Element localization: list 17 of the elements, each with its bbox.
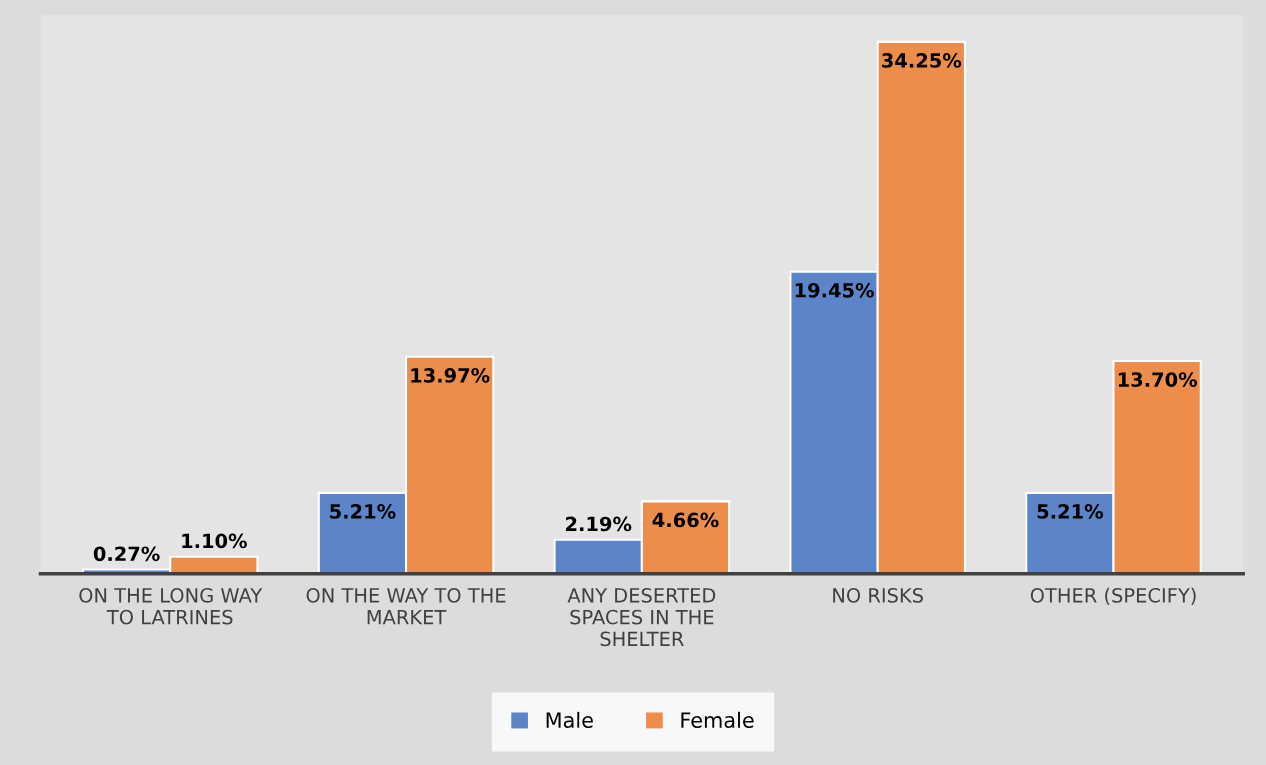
data-label: 0.27% xyxy=(93,546,160,562)
legend-label: Female xyxy=(681,711,754,728)
data-label: 5.21% xyxy=(1037,504,1103,519)
data-label: 4.66% xyxy=(652,512,719,528)
data-label: 2.19% xyxy=(566,516,632,532)
x-tick-label: ON THE LONG WAY TO LATRINES xyxy=(79,587,263,625)
data-label: 5.21% xyxy=(330,504,396,519)
data-label: 34.25% xyxy=(882,53,962,68)
x-tick-label: NO RISKS xyxy=(833,587,923,603)
data-label: 13.70% xyxy=(1118,372,1198,387)
x-tick-label: ON THE WAY TO THE MARKET xyxy=(306,587,506,625)
data-label: 1.10% xyxy=(182,533,247,549)
data-label: 13.97% xyxy=(411,368,490,383)
x-tick-label: ANY DESERTED SPACES IN THE SHELTER xyxy=(567,587,716,647)
legend-label: Male xyxy=(546,711,593,728)
x-tick-label: OTHER (SPECIFY) xyxy=(1030,587,1196,605)
data-label: 19.45% xyxy=(795,282,874,298)
